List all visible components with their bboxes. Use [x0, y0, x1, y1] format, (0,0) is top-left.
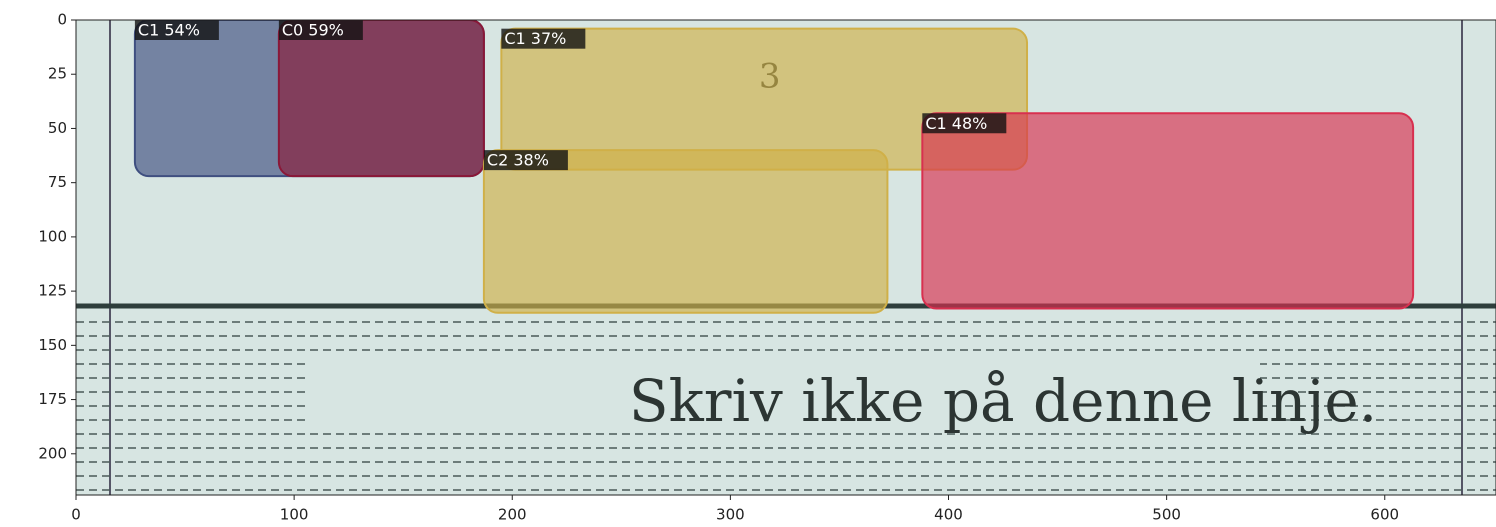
label-background — [501, 28, 586, 49]
detection-label: C2 38% — [487, 151, 549, 170]
x-tick-label: 400 — [934, 506, 963, 524]
axes-frame — [75, 19, 1496, 496]
label-background — [922, 113, 1007, 134]
y-tick-label: 150 — [38, 336, 67, 354]
detection-mask — [277, 20, 485, 178]
detection-label: C1 54% — [138, 21, 200, 40]
x-tick-label: 600 — [1370, 506, 1399, 524]
y-tick-label: 75 — [48, 173, 67, 191]
x-tick-label: 100 — [280, 506, 309, 524]
y-tick-label: 0 — [57, 11, 67, 29]
detection-mask — [921, 112, 1415, 310]
x-tick-label: 500 — [1152, 506, 1181, 524]
detection-label: C0 59% — [282, 21, 344, 40]
label-background — [483, 150, 568, 171]
label-background — [278, 20, 363, 40]
image-text: Skriv ikke på denne linje. — [629, 367, 1377, 435]
detection-label: C1 37% — [504, 29, 566, 48]
x-tick-label: 200 — [498, 506, 527, 524]
y-tick-label: 200 — [38, 444, 67, 462]
y-tick-label: 100 — [38, 227, 67, 245]
label-background — [134, 20, 219, 40]
plot-layer: Skriv ikke på denne linje.3C1 54%C0 59%C… — [133, 20, 1415, 435]
y-tick-label: 125 — [38, 282, 67, 300]
x-tick-label: 0 — [71, 506, 81, 524]
x-tick-label: 300 — [716, 506, 745, 524]
detection-label: C1 48% — [925, 114, 987, 133]
y-tick-label: 175 — [38, 390, 67, 408]
y-tick-label: 25 — [48, 65, 67, 83]
detection-mask — [482, 149, 889, 314]
y-tick-label: 50 — [48, 119, 67, 137]
